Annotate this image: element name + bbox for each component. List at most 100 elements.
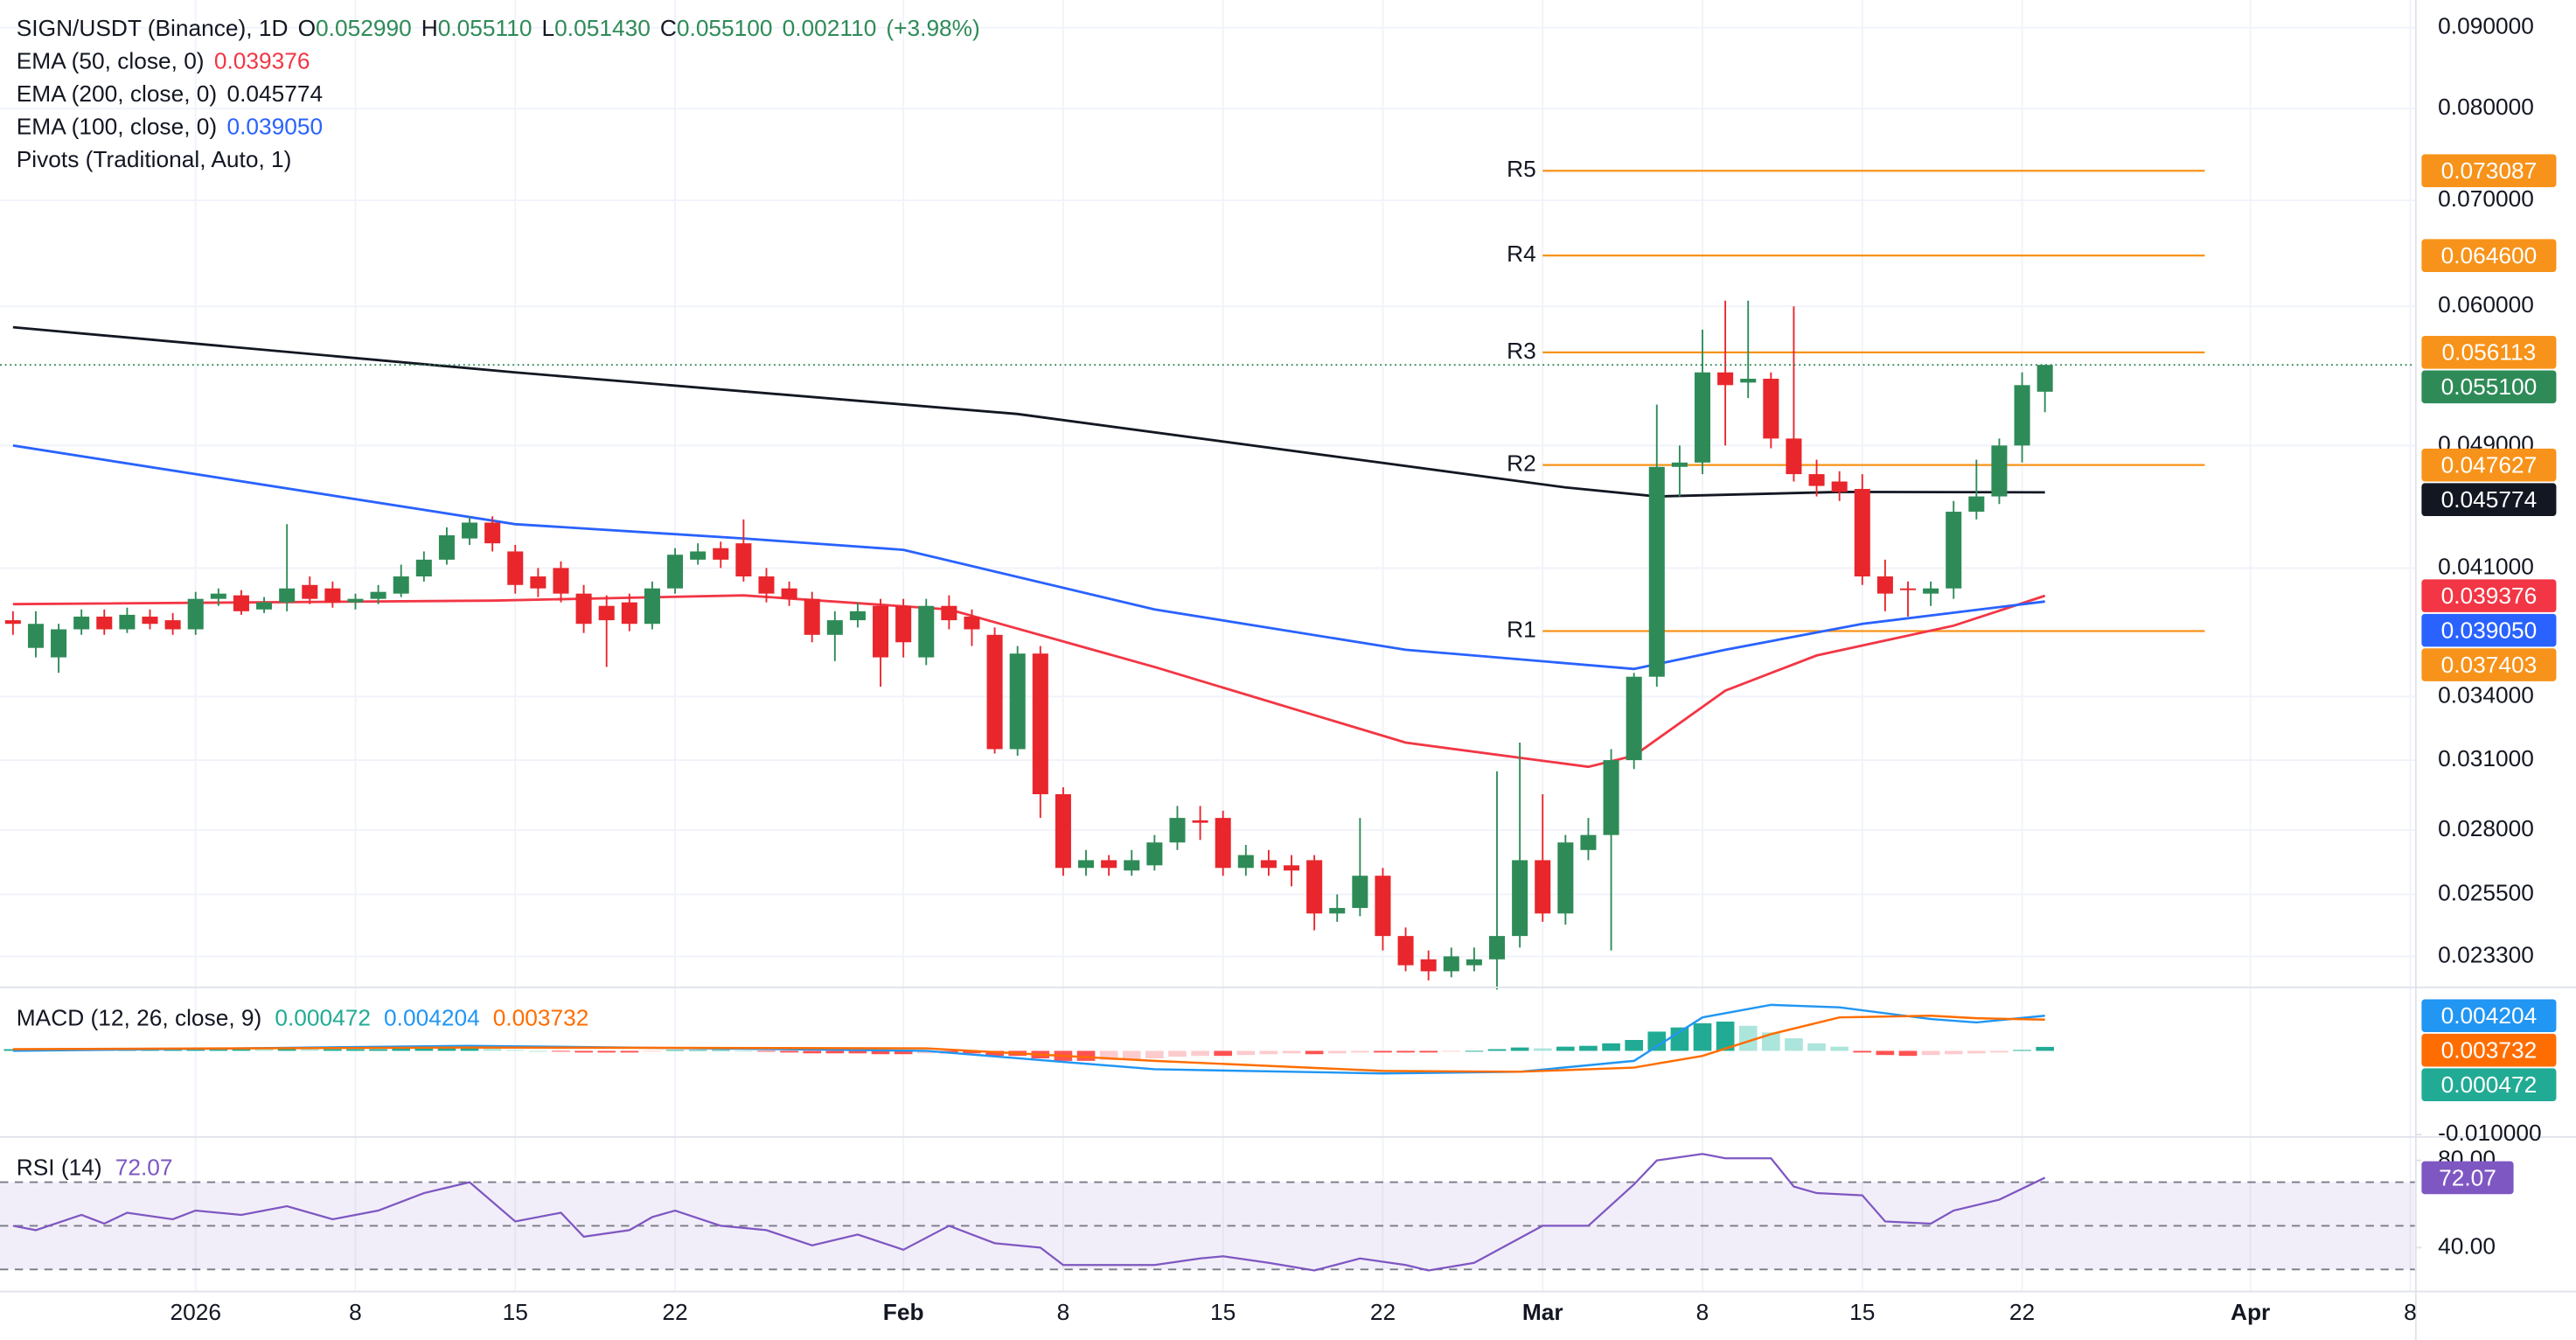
indicator-name: EMA (200, close, 0) xyxy=(17,80,217,107)
histogram-bar xyxy=(1465,1050,1484,1052)
ema-line xyxy=(12,443,2045,671)
price-label-text: 0.039376 xyxy=(2441,583,2538,609)
change-percent: (+3.98%) xyxy=(886,15,979,41)
histogram-bar xyxy=(1510,1047,1529,1051)
indicator-value: 0.039376 xyxy=(214,47,310,73)
candle-body xyxy=(575,593,592,625)
y-tick-label: 0.090000 xyxy=(2438,13,2534,39)
candle-body xyxy=(1397,936,1414,966)
price-label-text: 0.055100 xyxy=(2441,373,2538,400)
candle-body xyxy=(1169,818,1186,843)
price-label-text: 0.000472 xyxy=(2441,1071,2538,1098)
histogram-bar xyxy=(300,1049,319,1051)
price-label-text: 0.039050 xyxy=(2441,617,2538,643)
y-tick-label: -0.010000 xyxy=(2438,1120,2541,1146)
histogram-bar xyxy=(324,1049,342,1051)
x-tick-label: 15 xyxy=(1849,1299,1875,1325)
histogram-bar xyxy=(1419,1050,1438,1053)
candle-body xyxy=(804,598,820,635)
price-label-box xyxy=(2421,999,2557,1033)
candle-body xyxy=(713,548,729,560)
candle-body xyxy=(849,611,866,621)
candle-body xyxy=(781,588,797,599)
histogram-bar xyxy=(1168,1050,1187,1057)
indicator-name: RSI (14) xyxy=(17,1154,102,1180)
candle-body xyxy=(1352,876,1368,909)
histogram-bar xyxy=(1647,1031,1667,1051)
histogram-bar xyxy=(780,1050,798,1053)
histogram-bar xyxy=(437,1046,456,1051)
histogram-bar xyxy=(620,1050,639,1053)
histogram-bar xyxy=(1556,1046,1575,1051)
histogram-bar xyxy=(529,1050,547,1052)
histogram-bar xyxy=(848,1050,867,1054)
histogram-bar xyxy=(1396,1050,1415,1053)
candle-body xyxy=(484,522,501,544)
histogram-bar xyxy=(1214,1050,1233,1057)
candle-body xyxy=(1535,860,1551,914)
histogram-bar xyxy=(346,1049,365,1051)
x-tick-label: 8 xyxy=(1057,1299,1070,1325)
histogram-bar xyxy=(1374,1050,1392,1053)
candle-body xyxy=(1946,512,1962,589)
y-tick-label: 0.034000 xyxy=(2438,681,2534,708)
histogram-bar xyxy=(1259,1050,1278,1055)
ohlc-key: C xyxy=(660,15,677,41)
price-label-text: 0.037403 xyxy=(2441,652,2538,678)
y-tick-label: 40.00 xyxy=(2438,1232,2496,1259)
price-label-text: 0.064600 xyxy=(2441,242,2538,269)
plot-area: R1 R2 R3 R4 R5 xyxy=(0,156,2415,1272)
x-tick-label: 22 xyxy=(2009,1299,2035,1325)
x-tick-label: Apr xyxy=(2231,1299,2270,1325)
histogram-bar xyxy=(871,1050,890,1055)
candle-body xyxy=(4,620,21,625)
y-tick-label: 0.031000 xyxy=(2438,745,2534,771)
histogram-bar xyxy=(392,1048,411,1051)
price-label-box xyxy=(2421,336,2557,369)
histogram-bar xyxy=(757,1050,776,1052)
ohlc-value: 0.052990 xyxy=(316,15,412,41)
histogram-bar xyxy=(1990,1050,2009,1053)
ohlc-key: L xyxy=(542,15,555,41)
indicator-legend: RSI (14) 72.07 xyxy=(17,1154,173,1180)
histogram-bar xyxy=(735,1050,753,1052)
x-tick-label: Mar xyxy=(1522,1299,1563,1325)
candle-body xyxy=(507,551,524,585)
candle-body xyxy=(1420,959,1437,972)
price-label-box xyxy=(2421,1033,2557,1067)
candle-body xyxy=(1032,653,1048,795)
ohlc-value: 0.051430 xyxy=(554,15,651,41)
histogram-bar xyxy=(369,1049,387,1051)
histogram-bar xyxy=(1305,1050,1324,1055)
candle-body xyxy=(1717,372,1734,386)
candle-body xyxy=(1671,462,1688,467)
candle-body xyxy=(2014,385,2030,446)
candle-body xyxy=(598,605,615,621)
candle-body xyxy=(941,605,957,621)
indicator-value: 72.07 xyxy=(115,1154,173,1180)
indicator-legend: EMA (50, close, 0) 0.039376 xyxy=(17,47,310,73)
y-tick-label: 0.070000 xyxy=(2438,185,2534,212)
candle-body xyxy=(1899,588,1917,590)
candle-body xyxy=(324,588,341,603)
indicator-legends: EMA (50, close, 0) 0.039376 EMA (200, clos… xyxy=(17,47,589,1180)
candle-body xyxy=(986,634,1003,750)
y-tick-label: 0.028000 xyxy=(2438,815,2534,841)
histogram-bar xyxy=(2036,1046,2054,1051)
histogram-bar xyxy=(1670,1027,1689,1051)
candle-body xyxy=(1831,481,1848,492)
candle-body xyxy=(256,602,273,610)
candle-body xyxy=(530,576,547,589)
x-tick-label: 22 xyxy=(662,1299,687,1325)
candle-body xyxy=(1580,834,1597,850)
histogram-bar xyxy=(916,1050,936,1054)
candle-body xyxy=(1237,855,1254,869)
pivot-name: R2 xyxy=(1507,450,1536,477)
candle-body xyxy=(1260,860,1277,869)
histogram-bar xyxy=(1876,1050,1895,1056)
indicator-value: 0.003732 xyxy=(493,1004,589,1030)
candle-body xyxy=(1488,936,1506,960)
price-label-text: 72.07 xyxy=(2439,1164,2496,1190)
histogram-bar xyxy=(803,1050,822,1054)
x-tick-label: 15 xyxy=(1210,1299,1236,1325)
